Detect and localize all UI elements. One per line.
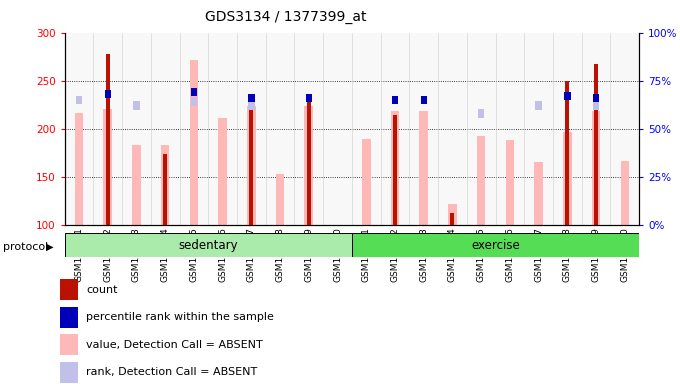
Bar <box>450 213 454 225</box>
Bar <box>307 100 311 225</box>
Bar <box>305 94 312 102</box>
Bar <box>593 101 599 110</box>
Bar <box>392 96 398 104</box>
Bar <box>506 140 514 225</box>
Bar <box>105 90 111 98</box>
Bar <box>420 96 427 104</box>
Bar <box>563 132 572 225</box>
Bar <box>276 174 284 225</box>
Bar <box>352 233 639 257</box>
Bar <box>132 145 141 225</box>
Bar <box>250 106 254 225</box>
Bar <box>477 136 486 225</box>
Bar <box>565 81 569 225</box>
Text: protocol: protocol <box>3 242 49 252</box>
Bar <box>305 106 313 225</box>
Text: count: count <box>86 285 118 295</box>
Bar <box>75 96 82 104</box>
Bar <box>420 111 428 225</box>
Bar <box>60 307 78 328</box>
Bar <box>190 98 197 106</box>
Text: exercise: exercise <box>471 239 520 252</box>
Bar <box>391 111 399 225</box>
Bar <box>478 109 484 118</box>
Bar <box>535 101 542 110</box>
Bar <box>392 96 398 104</box>
Bar <box>534 162 543 225</box>
Bar <box>103 109 112 225</box>
Bar <box>594 65 598 225</box>
Bar <box>621 161 629 225</box>
Bar <box>248 94 254 102</box>
Bar <box>65 233 352 257</box>
Bar <box>362 139 371 225</box>
Text: GDS3134 / 1377399_at: GDS3134 / 1377399_at <box>205 10 367 23</box>
Bar <box>248 101 254 110</box>
Bar <box>420 96 427 104</box>
Bar <box>60 279 78 300</box>
Text: rank, Detection Call = ABSENT: rank, Detection Call = ABSENT <box>86 367 258 377</box>
Bar <box>60 362 78 383</box>
Bar <box>564 92 571 100</box>
Text: sedentary: sedentary <box>178 239 238 252</box>
Bar <box>190 61 198 225</box>
Bar <box>218 118 227 225</box>
Bar <box>133 101 139 110</box>
Bar <box>393 115 397 225</box>
Bar <box>105 54 109 225</box>
Bar <box>592 111 600 225</box>
Bar <box>593 94 599 102</box>
Text: percentile rank within the sample: percentile rank within the sample <box>86 312 274 322</box>
Bar <box>190 88 197 96</box>
Bar <box>247 106 256 225</box>
Bar <box>163 154 167 225</box>
Bar <box>448 204 457 225</box>
Text: ▶: ▶ <box>46 242 54 252</box>
Bar <box>60 334 78 355</box>
Bar <box>75 113 83 225</box>
Bar <box>161 145 169 225</box>
Text: value, Detection Call = ABSENT: value, Detection Call = ABSENT <box>86 340 263 350</box>
